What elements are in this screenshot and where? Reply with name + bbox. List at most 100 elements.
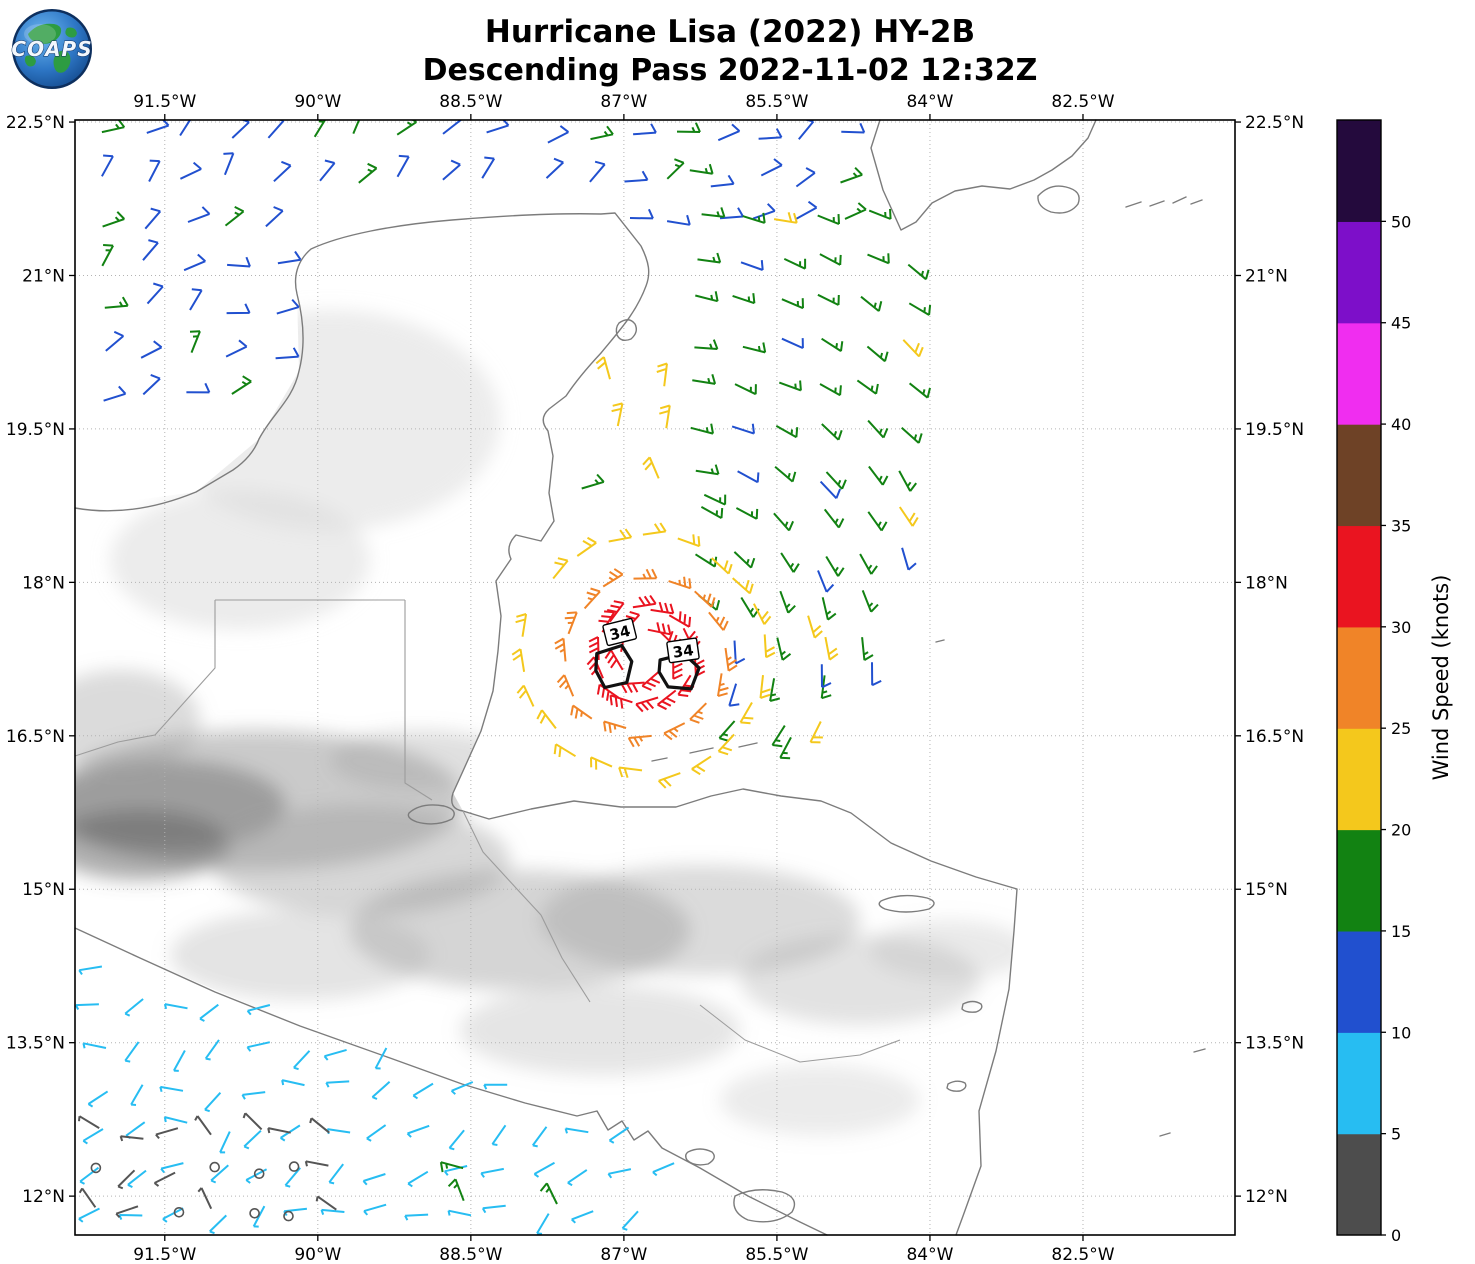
wind-barb bbox=[621, 1210, 639, 1231]
wind-barb bbox=[677, 534, 701, 548]
colorbar-tick-label: 35 bbox=[1391, 516, 1411, 535]
wind-barb bbox=[227, 256, 251, 268]
wind-barb bbox=[515, 613, 528, 637]
wind-barb bbox=[564, 1127, 589, 1134]
wind-barb bbox=[618, 766, 643, 779]
lon-tick-label-top: 88.5°W bbox=[439, 92, 502, 112]
wind-barb bbox=[701, 207, 726, 218]
colorbar-segment bbox=[1337, 930, 1381, 1033]
wind-barb bbox=[844, 202, 867, 220]
wind-barb bbox=[781, 298, 804, 310]
lat-tick-label-right: 15°N bbox=[1245, 880, 1288, 900]
wind-barb bbox=[396, 120, 417, 136]
wind-barb bbox=[635, 696, 659, 713]
wind-barb bbox=[204, 1092, 222, 1113]
wind-barb bbox=[732, 577, 754, 595]
wind-barb bbox=[242, 1112, 263, 1131]
wind-barb bbox=[901, 547, 917, 571]
wind-barb bbox=[231, 375, 252, 395]
wind-barb bbox=[608, 1126, 630, 1144]
wind-barb bbox=[101, 244, 114, 267]
wind-barb bbox=[666, 158, 685, 180]
wind-barb bbox=[79, 1166, 100, 1185]
lon-tick-label-top: 90°W bbox=[294, 92, 341, 112]
lon-tick-label-bottom: 87°W bbox=[600, 1245, 647, 1264]
wind-barb bbox=[304, 1160, 329, 1167]
wind-barb bbox=[78, 1115, 100, 1129]
wind-barb bbox=[127, 1169, 147, 1188]
wind-barb bbox=[284, 1167, 301, 1188]
wind-barb bbox=[902, 339, 924, 358]
wind-barb bbox=[481, 1204, 506, 1214]
wind-barb bbox=[821, 597, 837, 621]
wind-barb bbox=[692, 374, 717, 385]
wind-barb bbox=[657, 772, 681, 789]
lat-tick-label-left: 15°N bbox=[22, 880, 65, 900]
wind-barb bbox=[668, 611, 692, 628]
wind-barb bbox=[448, 1129, 465, 1151]
wind-barb bbox=[778, 380, 802, 392]
wind-radii-marker: 34 bbox=[594, 617, 638, 690]
wind-barb bbox=[252, 1205, 266, 1228]
logo-highlight bbox=[24, 24, 56, 44]
colorbar-segment bbox=[1337, 1133, 1381, 1236]
lon-tick-label-bottom: 88.5°W bbox=[439, 1245, 502, 1264]
colorbar-segment bbox=[1337, 525, 1381, 628]
wind-barb bbox=[243, 1129, 262, 1150]
wind-barbs-layer bbox=[75, 120, 932, 1235]
lon-tick-label-top: 91.5°W bbox=[133, 92, 196, 112]
wind-barb bbox=[142, 373, 161, 396]
wind-barb bbox=[668, 576, 692, 590]
calm-wind-circle bbox=[90, 1162, 102, 1174]
colorbar-tick-label: 10 bbox=[1391, 1023, 1411, 1042]
island-isla-juventud bbox=[1037, 185, 1080, 214]
wind-barb bbox=[656, 689, 677, 711]
wind-barb bbox=[87, 1090, 109, 1108]
wind-barb bbox=[319, 159, 336, 182]
wind-barb bbox=[179, 161, 202, 180]
wind-barb bbox=[774, 465, 797, 483]
colorbar-tick-label: 20 bbox=[1391, 821, 1411, 840]
wind-barb bbox=[595, 356, 611, 380]
wind-barb bbox=[689, 702, 708, 724]
wind-barb bbox=[825, 555, 845, 577]
map-frame bbox=[74, 119, 1236, 1236]
lake-managua bbox=[685, 1148, 715, 1166]
wind-barb bbox=[281, 1079, 305, 1087]
wind-barb bbox=[861, 637, 874, 661]
wind-barb bbox=[545, 157, 564, 179]
wind-barb bbox=[809, 721, 823, 744]
wind-barb bbox=[189, 330, 201, 353]
wind-barb bbox=[742, 342, 767, 354]
coastline-gulf-caribbean bbox=[74, 212, 1018, 1236]
wind-barb bbox=[647, 622, 672, 636]
wind-barb bbox=[210, 1164, 229, 1184]
wind-barb bbox=[130, 1084, 144, 1106]
country-borders bbox=[74, 599, 901, 1063]
wind-barb bbox=[607, 600, 625, 623]
island-cays bbox=[1125, 196, 1203, 208]
wind-barb bbox=[734, 383, 757, 396]
wind-barb bbox=[779, 590, 796, 614]
wind-radius-label: 34 bbox=[672, 641, 695, 662]
wind-barb bbox=[320, 1208, 345, 1215]
wind-barb bbox=[209, 1214, 227, 1235]
wind-barb bbox=[633, 568, 658, 580]
wind-barb bbox=[396, 154, 410, 178]
wind-barb bbox=[820, 664, 832, 689]
wind-barb bbox=[224, 206, 245, 227]
wind-barb bbox=[78, 965, 103, 975]
colorbar-tick-label: 15 bbox=[1391, 922, 1411, 941]
wind-barb bbox=[596, 683, 620, 701]
lake-nicaragua bbox=[733, 1189, 796, 1223]
lat-tick-label-right: 13.5°N bbox=[1245, 1034, 1304, 1054]
colorbar-frame bbox=[1336, 119, 1382, 1236]
wind-barb bbox=[642, 522, 667, 536]
wind-barb bbox=[666, 214, 691, 226]
wind-barb bbox=[677, 674, 695, 697]
wind-barb bbox=[412, 1082, 434, 1100]
colorbar-segment bbox=[1337, 829, 1381, 932]
wind-barb bbox=[102, 211, 126, 228]
wind-barb bbox=[898, 506, 919, 527]
wind-barb bbox=[124, 998, 144, 1017]
